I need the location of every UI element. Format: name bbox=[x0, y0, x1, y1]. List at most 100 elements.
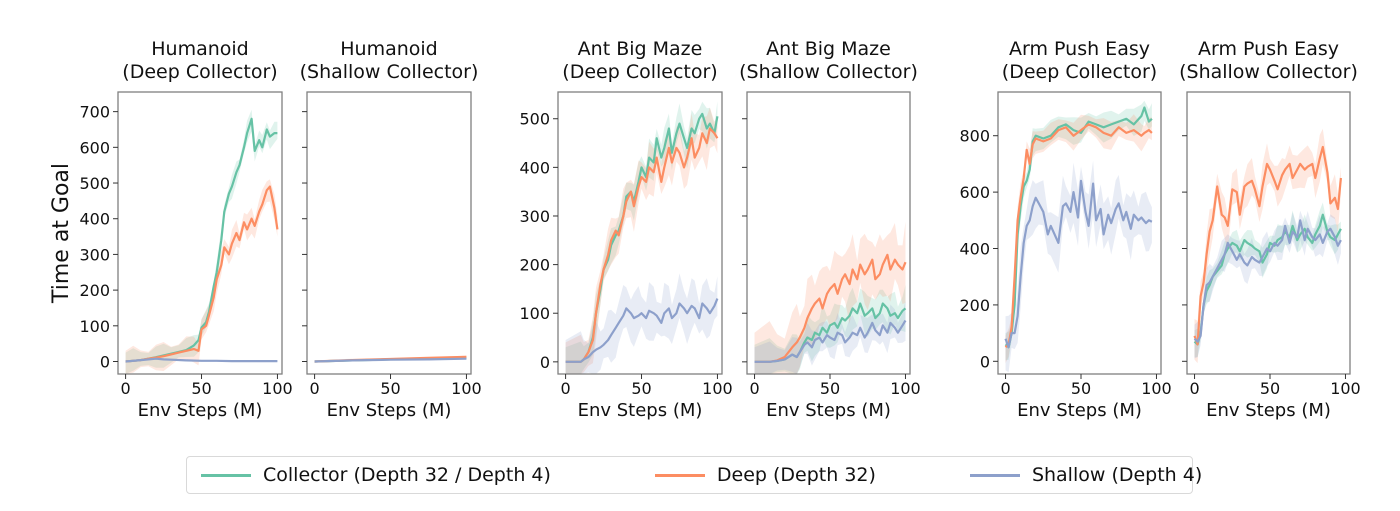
plot-area bbox=[314, 355, 467, 363]
plot-area bbox=[1193, 128, 1342, 364]
legend-item-collector: Collector (Depth 32 / Depth 4) bbox=[201, 464, 551, 486]
band-collector bbox=[754, 284, 906, 374]
legend-swatch-shallow bbox=[969, 473, 1020, 477]
y-tick-label: 500 bbox=[519, 110, 550, 129]
legend-swatch-collector bbox=[201, 473, 251, 477]
band-collector bbox=[1194, 202, 1341, 358]
x-tick-label: 50 bbox=[380, 379, 400, 398]
plot-area bbox=[754, 221, 907, 374]
panel-2: Humanoid(Shallow Collector) 0 50 100 Env Ste… bbox=[300, 38, 482, 421]
x-tick-label: 100 bbox=[451, 379, 482, 398]
y-tick-label: 200 bbox=[519, 256, 550, 275]
band-collector bbox=[1005, 100, 1152, 361]
line-shallow bbox=[1004, 179, 1153, 349]
x-tick-label: 50 bbox=[1260, 379, 1280, 398]
x-tick-label: 0 bbox=[309, 379, 319, 398]
line-deep bbox=[754, 253, 907, 363]
band-deep bbox=[565, 107, 718, 374]
x-tick-label: 0 bbox=[749, 379, 759, 398]
axes-frame bbox=[557, 91, 723, 375]
line-deep bbox=[125, 185, 279, 363]
x-tick-label: 100 bbox=[1330, 379, 1361, 398]
band-deep bbox=[125, 179, 278, 374]
panel-title-line-2: (Deep Collector) bbox=[122, 61, 277, 83]
y-tick-label: 500 bbox=[79, 174, 110, 193]
panel-title-line-2: (Shallow Collector) bbox=[300, 61, 479, 83]
plot-area bbox=[565, 101, 719, 374]
line-deep bbox=[565, 127, 719, 363]
band-shallow bbox=[1005, 160, 1152, 373]
line-shallow bbox=[565, 298, 719, 363]
legend: Collector (Depth 32 / Depth 4) Deep (Dep… bbox=[186, 456, 1202, 494]
y-tick-label: 600 bbox=[959, 183, 990, 202]
band-shallow bbox=[1194, 210, 1341, 359]
y-tick-label: 300 bbox=[79, 245, 110, 264]
x-tick-label: 100 bbox=[262, 379, 293, 398]
axes-frame bbox=[746, 91, 911, 375]
panel-title-line-2: (Shallow Collector) bbox=[1179, 61, 1358, 83]
band-shallow bbox=[565, 273, 718, 374]
legend-label-deep: Deep (Depth 32) bbox=[716, 464, 876, 486]
band-deep bbox=[754, 221, 906, 374]
x-tick-label: 100 bbox=[890, 379, 921, 398]
x-tick-label: 100 bbox=[702, 379, 733, 398]
panel-title-line-2: (Deep Collector) bbox=[562, 61, 717, 83]
band-deep bbox=[1005, 114, 1152, 363]
line-collector bbox=[1004, 106, 1153, 349]
panel-1: Humanoid(Deep Collector) 0 50 100 0 100 200 300… bbox=[49, 38, 293, 421]
y-tick-label: 100 bbox=[79, 317, 110, 336]
y-tick-label: 200 bbox=[79, 281, 110, 300]
y-tick-label: 700 bbox=[79, 103, 110, 122]
x-axis-label: Env Steps (M) bbox=[578, 400, 703, 421]
band-collector bbox=[565, 101, 718, 374]
line-deep bbox=[1193, 145, 1342, 346]
line-deep bbox=[1004, 123, 1153, 349]
panel-title-line-1: Arm Push Easy bbox=[1198, 38, 1339, 60]
x-tick-label: 0 bbox=[1000, 379, 1010, 398]
y-tick-label: 400 bbox=[959, 240, 990, 259]
line-shallow bbox=[754, 319, 907, 363]
legend-item-deep: Deep (Depth 32) bbox=[654, 464, 876, 486]
panel-3: Ant Big Maze(Deep Collector) 0 50 100 0 100 20… bbox=[519, 38, 732, 421]
axes-frame bbox=[1186, 91, 1351, 375]
panel-5: Arm Push Easy(Deep Collector) 0 50 100 0 200 4… bbox=[959, 38, 1171, 421]
line-shallow bbox=[125, 357, 278, 363]
band-collector bbox=[125, 109, 278, 374]
panel-title-line-1: Ant Big Maze bbox=[766, 38, 891, 60]
y-tick-label: 0 bbox=[100, 353, 110, 372]
axes-frame bbox=[997, 91, 1162, 375]
y-tick-label: 300 bbox=[519, 207, 550, 226]
panel-title-line-1: Ant Big Maze bbox=[578, 38, 703, 60]
y-tick-label: 600 bbox=[79, 138, 110, 157]
x-axis-label: Env Steps (M) bbox=[1206, 400, 1331, 421]
y-tick-label: 800 bbox=[959, 127, 990, 146]
legend-label-shallow: Shallow (Depth 4) bbox=[1031, 464, 1203, 486]
x-tick-label: 0 bbox=[560, 379, 570, 398]
line-shallow bbox=[314, 357, 467, 363]
panel-6: Arm Push Easy(Shallow Collector) 0 50 100 En… bbox=[1179, 38, 1361, 421]
x-tick-label: 50 bbox=[191, 379, 211, 398]
y-tick-label: 100 bbox=[519, 304, 550, 323]
x-tick-label: 50 bbox=[631, 379, 651, 398]
x-tick-label: 100 bbox=[1141, 379, 1172, 398]
y-tick-label: 400 bbox=[79, 210, 110, 229]
axes-frame bbox=[117, 91, 283, 375]
legend-item-shallow: Shallow (Depth 4) bbox=[969, 464, 1203, 486]
legend-label-collector: Collector (Depth 32 / Depth 4) bbox=[263, 464, 551, 486]
x-tick-label: 50 bbox=[820, 379, 840, 398]
x-axis-label: Env Steps (M) bbox=[138, 400, 263, 421]
panel-4: Ant Big Maze(Shallow Collector) 0 50 100 Env… bbox=[739, 38, 921, 421]
panel-title-line-1: Humanoid bbox=[151, 38, 249, 60]
y-tick-label: 0 bbox=[540, 353, 550, 372]
panel-title-line-2: (Deep Collector) bbox=[1002, 61, 1157, 83]
x-tick-label: 0 bbox=[1189, 379, 1199, 398]
x-axis-label: Env Steps (M) bbox=[327, 400, 452, 421]
y-tick-label: 0 bbox=[980, 352, 990, 371]
panel-title-line-1: Humanoid bbox=[340, 38, 438, 60]
x-axis-label: Env Steps (M) bbox=[766, 400, 891, 421]
x-axis-label: Env Steps (M) bbox=[1017, 400, 1142, 421]
x-tick-label: 50 bbox=[1071, 379, 1091, 398]
plot-area bbox=[1004, 100, 1153, 373]
panel-title-line-2: (Shallow Collector) bbox=[739, 61, 918, 83]
